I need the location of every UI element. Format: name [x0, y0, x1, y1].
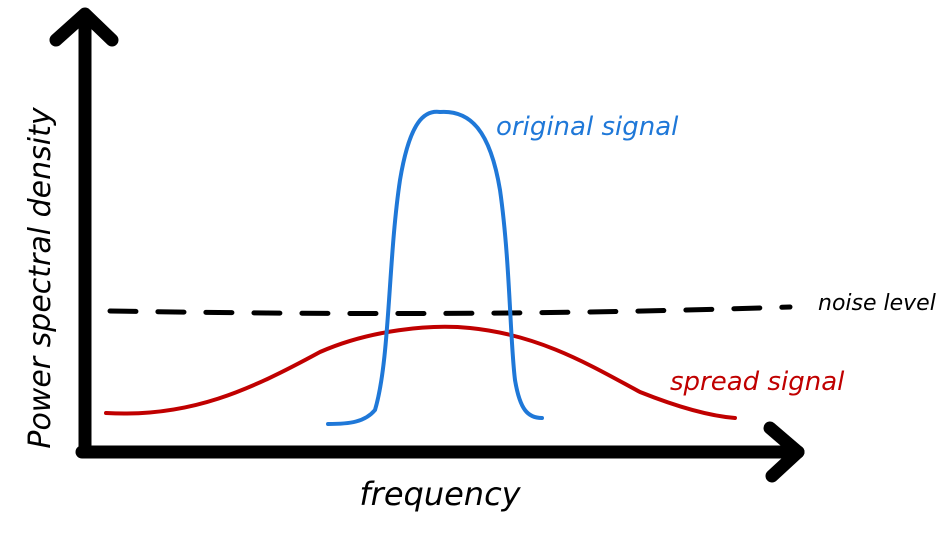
spread-signal-curve — [104, 324, 737, 420]
y-axis-arrowhead — [49, 7, 119, 47]
spread-signal-label: spread signal — [670, 367, 845, 397]
noise-level-label: noise level — [818, 291, 936, 316]
y-axis-label: Power spectral density — [23, 106, 58, 449]
x-axis-arrowhead — [763, 421, 805, 483]
noise-level-line — [107, 304, 793, 317]
axes — [49, 7, 805, 483]
x-axis-label: frequency — [359, 475, 521, 513]
original-signal-label: original signal — [496, 112, 679, 142]
original-signal-curve — [326, 109, 544, 426]
